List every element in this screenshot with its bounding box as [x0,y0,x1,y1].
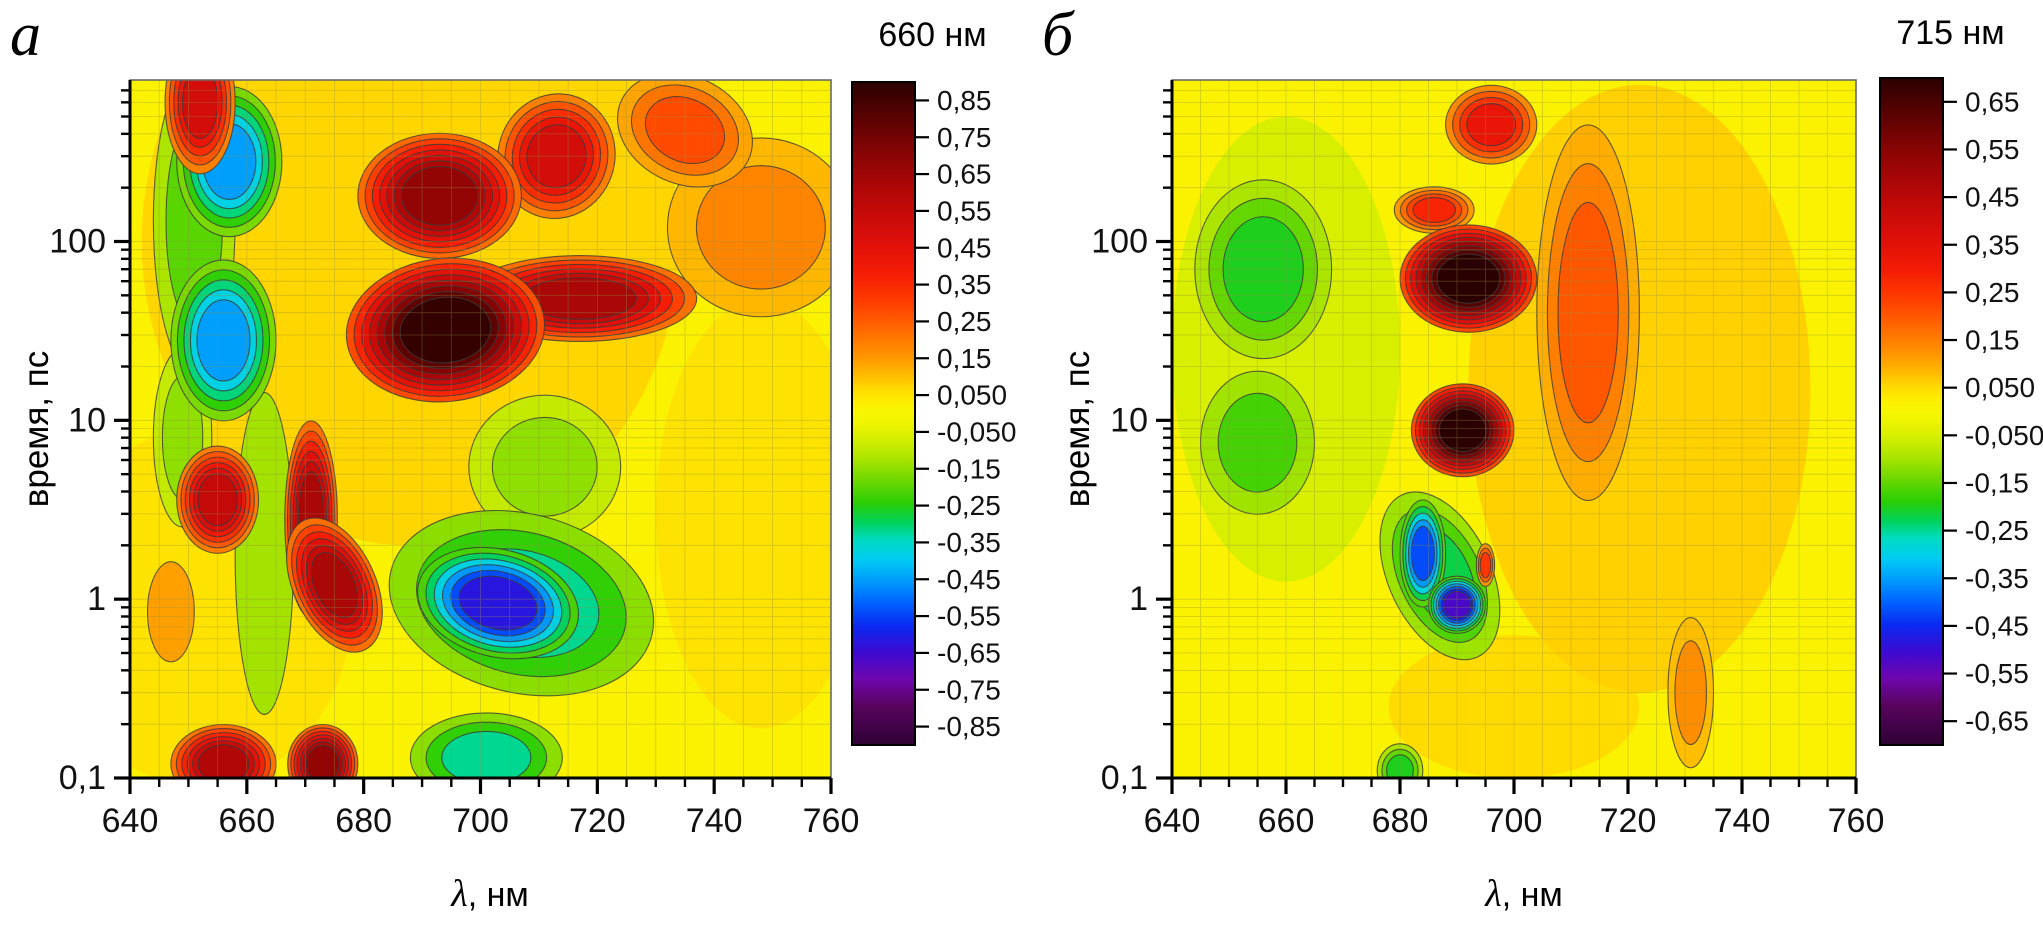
y-axis: 0,1 1 10 100 [1091,89,1172,797]
y-tick-label: 0,1 [1101,759,1148,797]
colorbar-tick-label: -0,55 [1965,658,2029,689]
colorbar: 0,65 0,55 0,45 0,35 0,25 0,15 0,050 -0,050 -0,15… [1879,77,2043,746]
lambda-symbol: λ [1485,873,1502,915]
x-tick-label: 760 [1828,802,1885,840]
y-tick-label: 10 [68,401,106,439]
colorbar-tick-label: 0,35 [937,269,992,300]
colorbar-tick-label: -0,45 [1965,610,2029,641]
x-tick-label: 640 [102,802,159,840]
grid [1172,80,1856,778]
panel-b-y-axis-title: время, пс [1058,350,1097,508]
colorbar-tick-label: 0,55 [1965,134,2020,165]
x-tick-label: 660 [218,802,275,840]
panel-a-plot-area: 640 660 680 700 720 740 7600,11101000,850,750,… [49,79,1016,840]
colorbar-tick-label: 0,15 [1965,325,2020,356]
y-tick-label: 100 [1091,223,1148,261]
colorbar-tick-label: 0,25 [1965,277,2020,308]
x-tick-label: 680 [335,802,392,840]
colorbar-tick-label: -0,25 [1965,515,2029,546]
panel-a-x-axis-title: λ, нм [380,872,600,916]
panel-a-label: a [10,1,41,69]
x-tick-label: 660 [1258,802,1315,840]
colorbar-tick-label: 0,050 [1965,372,2035,403]
y-tick-label: 0,1 [59,759,106,797]
colorbar-tick-label: 0,65 [937,159,992,190]
panel-b-colorbar-title: 715 нм [1896,14,2005,52]
y-axis: 0,1 1 10 100 [49,89,130,797]
panel-b-x-axis-title: λ, нм [1414,872,1634,916]
x-tick-label: 680 [1372,802,1429,840]
x-tick-label: 700 [452,802,509,840]
x-tick-label: 740 [686,802,743,840]
colorbar-tick-label: 0,25 [937,306,992,337]
panel-a-colorbar-title: 660 нм [878,16,987,54]
x-tick-label: 700 [1486,802,1543,840]
colorbar-tick-label: -0,050 [937,416,1016,447]
y-tick-label: 10 [1110,401,1148,439]
colorbar-tick-label: 0,35 [1965,229,2020,260]
colorbar-tick-label: -0,65 [937,637,1001,668]
colorbar-tick-label: -0,65 [1965,706,2029,737]
colorbar-tick-label: -0,45 [937,564,1001,595]
colorbar-tick-label: -0,85 [937,711,1001,742]
colorbar-tick-label: -0,15 [1965,467,2029,498]
grid [130,80,831,778]
colorbar-tick-label: 0,55 [937,195,992,226]
colorbar-tick-label: -0,15 [937,453,1001,484]
colorbar-tick-label: -0,25 [937,490,1001,521]
panel-b-plot-area: 640 660 680 700 720 740 7600,11101000,650,550,… [1091,77,2043,840]
y-tick-label: 100 [49,223,106,261]
colorbar-tick-label: 0,85 [937,85,992,116]
x-axis: 640 660 680 700 720 740 760 [102,778,860,840]
colorbar-tick-label: 0,15 [937,343,992,374]
x-tick-label: 740 [1714,802,1771,840]
colorbar-tick-label: -0,35 [1965,563,2029,594]
colorbar-tick-label: -0,55 [937,601,1001,632]
x-tick-label: 640 [1144,802,1201,840]
colorbar-tick-label: -0,050 [1965,420,2043,451]
panel-b-label: б [1042,1,1074,69]
x-axis-unit: , нм [1501,876,1563,914]
colorbar-tick-label: 0,65 [1965,86,2020,117]
x-axis-unit: , нм [467,876,529,914]
colorbar-tick-label: 0,45 [937,232,992,263]
x-tick-label: 720 [569,802,626,840]
colorbar-tick-label: -0,75 [937,674,1001,705]
y-tick-label: 1 [87,580,106,618]
colorbar-tick-label: -0,35 [937,527,1001,558]
panel-a-y-axis-title: время, пс [17,350,56,508]
x-tick-label: 720 [1600,802,1657,840]
colorbar-tick-label: 0,050 [937,380,1007,411]
colorbar-tick-label: 0,45 [1965,182,2020,213]
x-axis: 640 660 680 700 720 740 760 [1144,778,1885,840]
colorbar-tick-label: 0,75 [937,122,992,153]
x-tick-label: 760 [803,802,860,840]
y-tick-label: 1 [1129,580,1148,618]
colorbar: 0,85 0,75 0,65 0,55 0,45 0,35 0,25 0,15 0,050 -0,… [851,81,1016,746]
lambda-symbol: λ [451,873,468,915]
